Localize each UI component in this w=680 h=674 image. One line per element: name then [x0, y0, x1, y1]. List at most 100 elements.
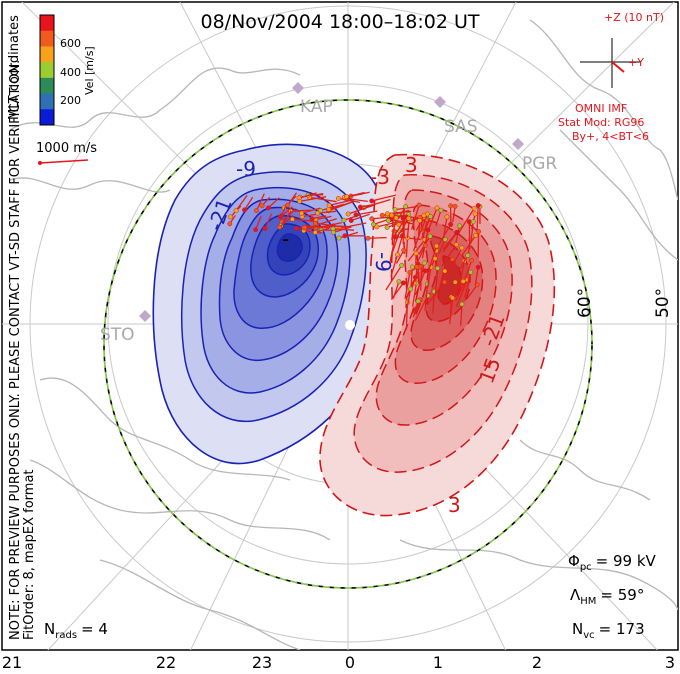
- coastline: [399, 539, 678, 611]
- phi-pc-stat: Φpc = 99 kV: [568, 552, 657, 573]
- vector-origin: [416, 202, 422, 208]
- mlt-label: 23: [252, 653, 272, 672]
- velocity-vector: [367, 236, 387, 239]
- velocity-vector: [452, 206, 456, 223]
- imf-source: OMNI IMF: [575, 102, 627, 115]
- vector-origin: [452, 203, 458, 209]
- velocity-vector: [412, 229, 422, 252]
- imf-y-label: +Y: [628, 56, 644, 69]
- velocity-vector: [347, 204, 374, 215]
- contour-label: -9: [371, 252, 395, 272]
- nvc-stat: Nvc = 173: [572, 620, 645, 641]
- velocity-vector: [437, 224, 452, 247]
- velocity-vector: [470, 221, 474, 244]
- vector-origin: [395, 252, 400, 258]
- mlt-label: 1: [433, 653, 443, 672]
- imf-z-label: +Z (10 nT): [604, 11, 664, 24]
- vector-origin: [233, 208, 239, 214]
- velocity-vector: [417, 262, 425, 291]
- velocity-vector: [405, 288, 412, 314]
- vector-origin: [345, 211, 351, 217]
- vector-origin: [227, 214, 233, 220]
- vector-origin: [408, 286, 414, 292]
- velocity-vector: [424, 284, 429, 311]
- vector-origin: [473, 232, 479, 238]
- vector-origin: [342, 233, 348, 239]
- colorbar-tick: 400: [60, 66, 81, 79]
- coastline: [9, 177, 171, 193]
- vector-origin: [392, 207, 398, 213]
- velocity-vector: [410, 266, 413, 287]
- velocity-vector: [427, 207, 438, 232]
- station-kap: KAP: [300, 97, 333, 117]
- page-title: 08/Nov/2004 18:00–18:02 UT: [200, 11, 479, 33]
- vector-origin: [369, 198, 375, 204]
- velocity-vector: [391, 216, 407, 240]
- vector-origin: [403, 204, 409, 209]
- pole-marker: [345, 320, 355, 330]
- vector-origin: [326, 202, 332, 208]
- velocity-vectors: [227, 191, 483, 330]
- velocity-vector: [417, 220, 421, 240]
- velocity-vector: [455, 279, 468, 307]
- mlt-label: 3: [665, 653, 675, 672]
- velocity-vector: [298, 192, 317, 199]
- velocity-vector: [407, 239, 426, 262]
- mlt-label: 0: [345, 653, 355, 672]
- vector-origin: [400, 280, 406, 286]
- velocity-vector: [292, 218, 319, 223]
- vector-origin: [442, 279, 447, 285]
- velocity-vector: [438, 239, 446, 254]
- velocity-vector: [287, 192, 298, 206]
- vector-scale-line: [39, 159, 89, 164]
- mlt-label: 21: [2, 653, 22, 672]
- vector-origin: [427, 233, 433, 239]
- vector-origin: [294, 225, 300, 231]
- velocity-vector: [435, 210, 442, 227]
- velocity-vector: [346, 193, 364, 198]
- velocity-vector: [338, 197, 360, 204]
- vector-origin: [385, 218, 391, 224]
- velocity-vector: [345, 197, 368, 203]
- vector-origin: [476, 229, 482, 234]
- vector-origin: [468, 269, 474, 275]
- coords-label: MLT coordinates: [7, 15, 22, 120]
- stations: KAP SAS PGR STO: [100, 82, 557, 345]
- velocity-vector: [464, 272, 472, 298]
- velocity-vector: [350, 213, 370, 222]
- velocity-vector: [476, 205, 479, 230]
- colorbar-swatch: [40, 77, 54, 95]
- velocity-vector: [385, 264, 403, 291]
- vector-origin: [309, 216, 315, 222]
- positive-cell: [319, 153, 556, 517]
- vector-origin: [353, 212, 359, 218]
- colorbar-label: Vel [m/s]: [83, 46, 96, 95]
- coastline: [29, 459, 331, 541]
- vector-origin: [384, 225, 390, 230]
- lat-label-60: 60°: [575, 288, 595, 318]
- velocity-vector: [355, 210, 378, 216]
- velocity-vector: [427, 245, 438, 274]
- vector-origin: [448, 221, 454, 227]
- velocity-vector: [301, 207, 321, 214]
- velocity-vector: [304, 225, 333, 229]
- colorbar-swatch: [40, 93, 54, 110]
- vector-origin: [470, 219, 476, 225]
- vector-origin: [262, 226, 268, 231]
- vector-origin: [315, 210, 321, 216]
- vector-origin: [254, 208, 259, 214]
- vector-origin: [471, 205, 477, 211]
- imf-model: Stat Mod: RG96: [558, 116, 644, 129]
- colorbar-ticks: 600 400 200: [60, 37, 81, 107]
- velocity-vector: [458, 261, 465, 288]
- vector-origin: [448, 203, 454, 209]
- vector-origin: [406, 215, 412, 221]
- contour-label: 3: [405, 153, 418, 177]
- vector-origin: [331, 229, 336, 235]
- fit-order-label: FitOrder: 8, mapEX format: [22, 469, 37, 640]
- colorbar-tick: 200: [60, 94, 81, 107]
- velocity-vector: [420, 216, 432, 240]
- coastlines: [9, 19, 678, 650]
- velocity-vector: [391, 217, 397, 240]
- vector-origin: [442, 237, 448, 242]
